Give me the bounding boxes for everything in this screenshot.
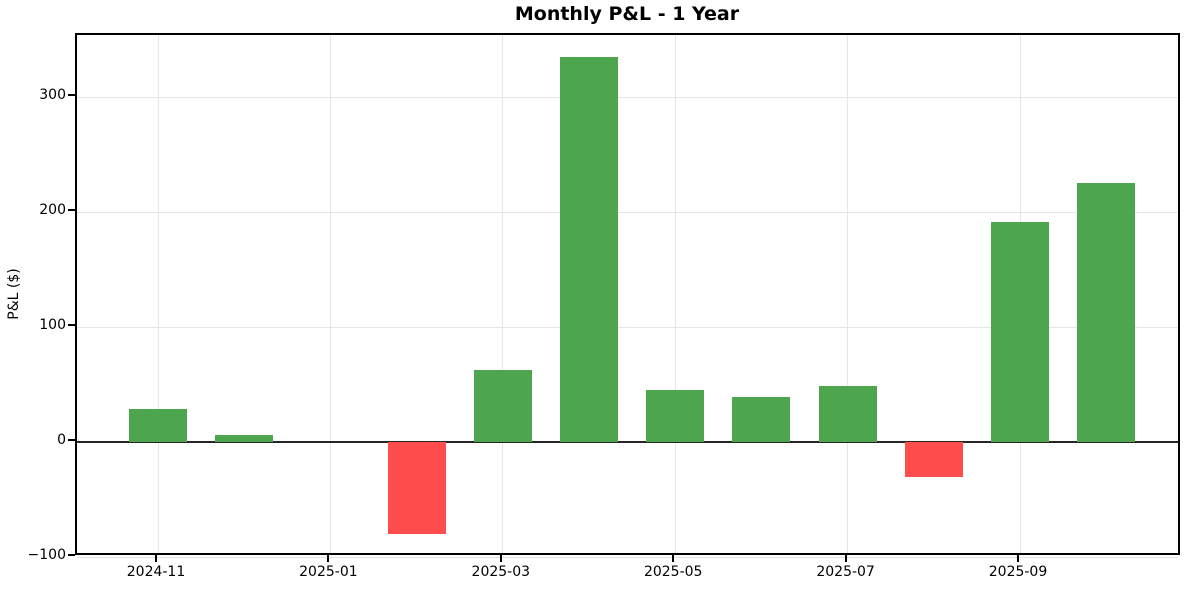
- bar-2025-10: [1077, 183, 1136, 442]
- bar-2025-06: [732, 397, 791, 442]
- y-axis-label: P&L ($): [6, 268, 22, 320]
- bar-2025-07: [818, 385, 877, 442]
- x-tick-mark: [155, 555, 157, 562]
- bar-2024-11: [129, 408, 187, 442]
- chart-title: Monthly P&L - 1 Year: [514, 3, 740, 25]
- h-gridline: [77, 211, 1178, 213]
- x-tick-mark: [1017, 555, 1019, 562]
- x-tick-label: 2025-09: [988, 564, 1048, 580]
- y-tick-mark: [68, 324, 75, 327]
- y-tick-mark: [68, 94, 75, 97]
- v-gridline: [329, 35, 331, 553]
- y-tick-label: 100: [39, 317, 66, 334]
- v-gridline: [847, 35, 849, 553]
- bar-2025-04: [560, 56, 618, 443]
- v-gridline: [502, 35, 504, 553]
- bar-2025-03: [473, 369, 532, 442]
- x-tick-label: 2024-11: [126, 564, 186, 580]
- y-tick-mark: [68, 209, 75, 212]
- x-tick-mark: [499, 555, 502, 562]
- y-tick-label: 0: [57, 432, 66, 449]
- x-tick-mark: [327, 555, 330, 562]
- h-gridline: [77, 96, 1178, 98]
- plot-area: [75, 33, 1180, 558]
- zero-line: [77, 441, 1178, 444]
- y-tick-label: 200: [39, 202, 66, 219]
- bar-2025-02: [387, 442, 446, 534]
- x-tick-mark: [672, 555, 675, 562]
- y-tick-label: 300: [39, 87, 66, 104]
- x-tick-label: 2025-03: [471, 564, 531, 580]
- y-tick-label: −100: [27, 547, 66, 563]
- v-gridline: [674, 35, 676, 553]
- y-tick-mark: [68, 439, 75, 442]
- x-tick-label: 2025-07: [816, 564, 875, 580]
- x-tick-mark: [844, 555, 847, 562]
- x-tick-label: 2025-05: [643, 564, 703, 580]
- x-tick-label: 2025-01: [299, 564, 358, 580]
- v-gridline: [157, 35, 159, 553]
- bar-2025-05: [646, 390, 705, 443]
- bar-2024-12: [215, 435, 274, 442]
- bar-2025-09: [991, 222, 1049, 442]
- h-gridline: [77, 556, 1178, 558]
- h-gridline: [77, 326, 1178, 328]
- bar-2025-08: [904, 442, 963, 477]
- y-tick-mark: [68, 554, 75, 556]
